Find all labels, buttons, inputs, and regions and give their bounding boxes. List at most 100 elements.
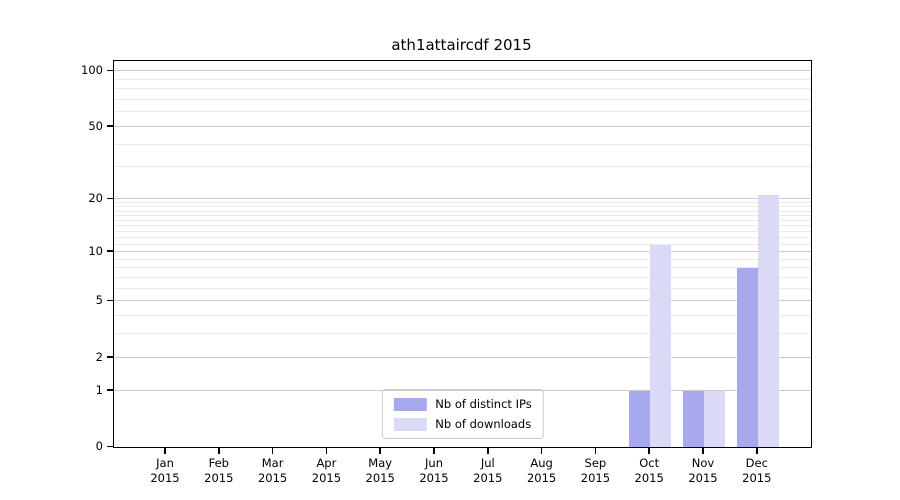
minor-gridline xyxy=(114,220,811,222)
x-axis-tick-label: Jul 2015 xyxy=(473,456,502,486)
x-axis-tick xyxy=(271,447,274,454)
y-axis-tick-label: 10 xyxy=(88,243,103,258)
major-gridline xyxy=(114,356,811,358)
bar-downloads xyxy=(650,244,672,447)
x-axis-tick-label: Feb 2015 xyxy=(204,456,233,486)
x-axis-tick-label: Dec 2015 xyxy=(742,456,771,486)
minor-gridline xyxy=(114,210,811,212)
x-tick-year: 2015 xyxy=(580,471,611,485)
x-tick-month: Jun xyxy=(425,456,443,470)
minor-gridline xyxy=(114,267,811,269)
x-tick-month: Jan xyxy=(156,456,174,470)
y-axis-tick-label: 2 xyxy=(95,349,103,364)
x-axis-tick xyxy=(164,447,166,454)
x-axis-tick-label: Jan 2015 xyxy=(150,456,179,486)
x-axis-tick-label: May 2015 xyxy=(366,456,395,486)
chart-title: ath1attaircdf 2015 xyxy=(391,36,532,54)
minor-gridline xyxy=(114,78,811,80)
minor-gridline xyxy=(114,333,811,335)
y-axis-tick xyxy=(107,125,113,127)
minor-gridline xyxy=(114,88,811,90)
bar-distinct-ips xyxy=(736,268,758,447)
x-tick-year: 2015 xyxy=(742,471,772,485)
x-axis-tick xyxy=(648,447,650,454)
x-tick-month: Sep xyxy=(584,456,607,470)
x-tick-month: Apr xyxy=(316,456,337,470)
x-axis-tick-label: Sep 2015 xyxy=(581,456,610,486)
x-axis-tick xyxy=(325,447,328,454)
y-axis-tick xyxy=(107,69,113,72)
x-tick-month: Oct xyxy=(639,456,660,470)
y-axis-tick xyxy=(107,250,113,252)
x-axis-tick xyxy=(594,447,597,454)
minor-gridline xyxy=(114,206,811,208)
x-tick-month: Jul xyxy=(480,456,495,470)
major-gridline xyxy=(114,300,811,302)
major-gridline xyxy=(114,198,811,200)
y-axis-tick-label: 100 xyxy=(81,63,103,78)
y-axis-tick-label: 0 xyxy=(95,439,103,453)
major-gridline xyxy=(114,250,811,252)
bar-downloads xyxy=(757,195,779,447)
bar-downloads xyxy=(704,390,725,447)
x-axis-tick-label: Oct 2015 xyxy=(635,456,664,486)
legend-swatch xyxy=(393,417,427,431)
x-axis-tick xyxy=(487,447,489,454)
x-tick-year: 2015 xyxy=(311,471,342,485)
x-tick-month: May xyxy=(368,456,393,470)
x-axis-tick xyxy=(218,447,220,454)
x-tick-month: Feb xyxy=(208,456,229,470)
x-tick-month: Aug xyxy=(530,456,553,470)
x-axis-tick-label: Mar 2015 xyxy=(258,456,287,486)
legend-label: Nb of downloads xyxy=(435,417,532,431)
x-axis-tick xyxy=(379,447,381,454)
plot-area: Nb of distinct IPs Nb of downloads xyxy=(113,60,812,448)
x-tick-year: 2015 xyxy=(688,471,718,485)
y-axis-tick xyxy=(107,299,113,302)
minor-gridline xyxy=(114,111,811,113)
x-axis-tick xyxy=(702,447,704,454)
x-tick-year: 2015 xyxy=(204,471,234,485)
minor-gridline xyxy=(114,202,811,204)
x-tick-year: 2015 xyxy=(634,471,664,485)
bar-distinct-ips xyxy=(683,390,704,447)
x-tick-month: Dec xyxy=(745,456,768,470)
y-axis-tick xyxy=(107,389,113,391)
x-axis-tick-label: Nov 2015 xyxy=(688,456,717,486)
x-tick-year: 2015 xyxy=(365,471,395,485)
x-axis-tick xyxy=(433,447,435,454)
x-tick-month: Mar xyxy=(261,456,284,470)
y-axis-tick-label: 5 xyxy=(95,293,103,308)
x-axis-tick xyxy=(756,447,758,454)
x-axis-tick-label: Apr 2015 xyxy=(312,456,341,486)
major-gridline xyxy=(114,125,811,127)
minor-gridline xyxy=(114,231,811,233)
minor-gridline xyxy=(114,314,811,316)
x-axis-tick-label: Jun 2015 xyxy=(419,456,448,486)
y-axis-tick-label: 50 xyxy=(88,118,103,133)
minor-gridline xyxy=(114,287,811,289)
y-axis-tick xyxy=(107,356,113,358)
minor-gridline xyxy=(114,143,811,145)
major-gridline xyxy=(114,70,811,72)
legend: Nb of distinct IPs Nb of downloads xyxy=(381,389,544,439)
x-tick-month: Nov xyxy=(691,456,715,470)
x-tick-year: 2015 xyxy=(526,471,557,485)
minor-gridline xyxy=(114,276,811,278)
x-axis-tick xyxy=(540,447,543,454)
bar-distinct-ips xyxy=(629,390,651,447)
minor-gridline xyxy=(114,243,811,245)
x-tick-year: 2015 xyxy=(473,471,503,485)
x-axis-tick-label: Aug 2015 xyxy=(527,456,556,486)
minor-gridline xyxy=(114,258,811,260)
minor-gridline xyxy=(114,237,811,239)
legend-label: Nb of distinct IPs xyxy=(435,397,532,411)
minor-gridline xyxy=(114,215,811,217)
minor-gridline xyxy=(114,225,811,227)
minor-gridline xyxy=(114,166,811,168)
x-tick-year: 2015 xyxy=(257,471,288,485)
x-tick-year: 2015 xyxy=(419,471,449,485)
x-tick-year: 2015 xyxy=(150,471,180,485)
y-axis-tick xyxy=(107,197,113,200)
